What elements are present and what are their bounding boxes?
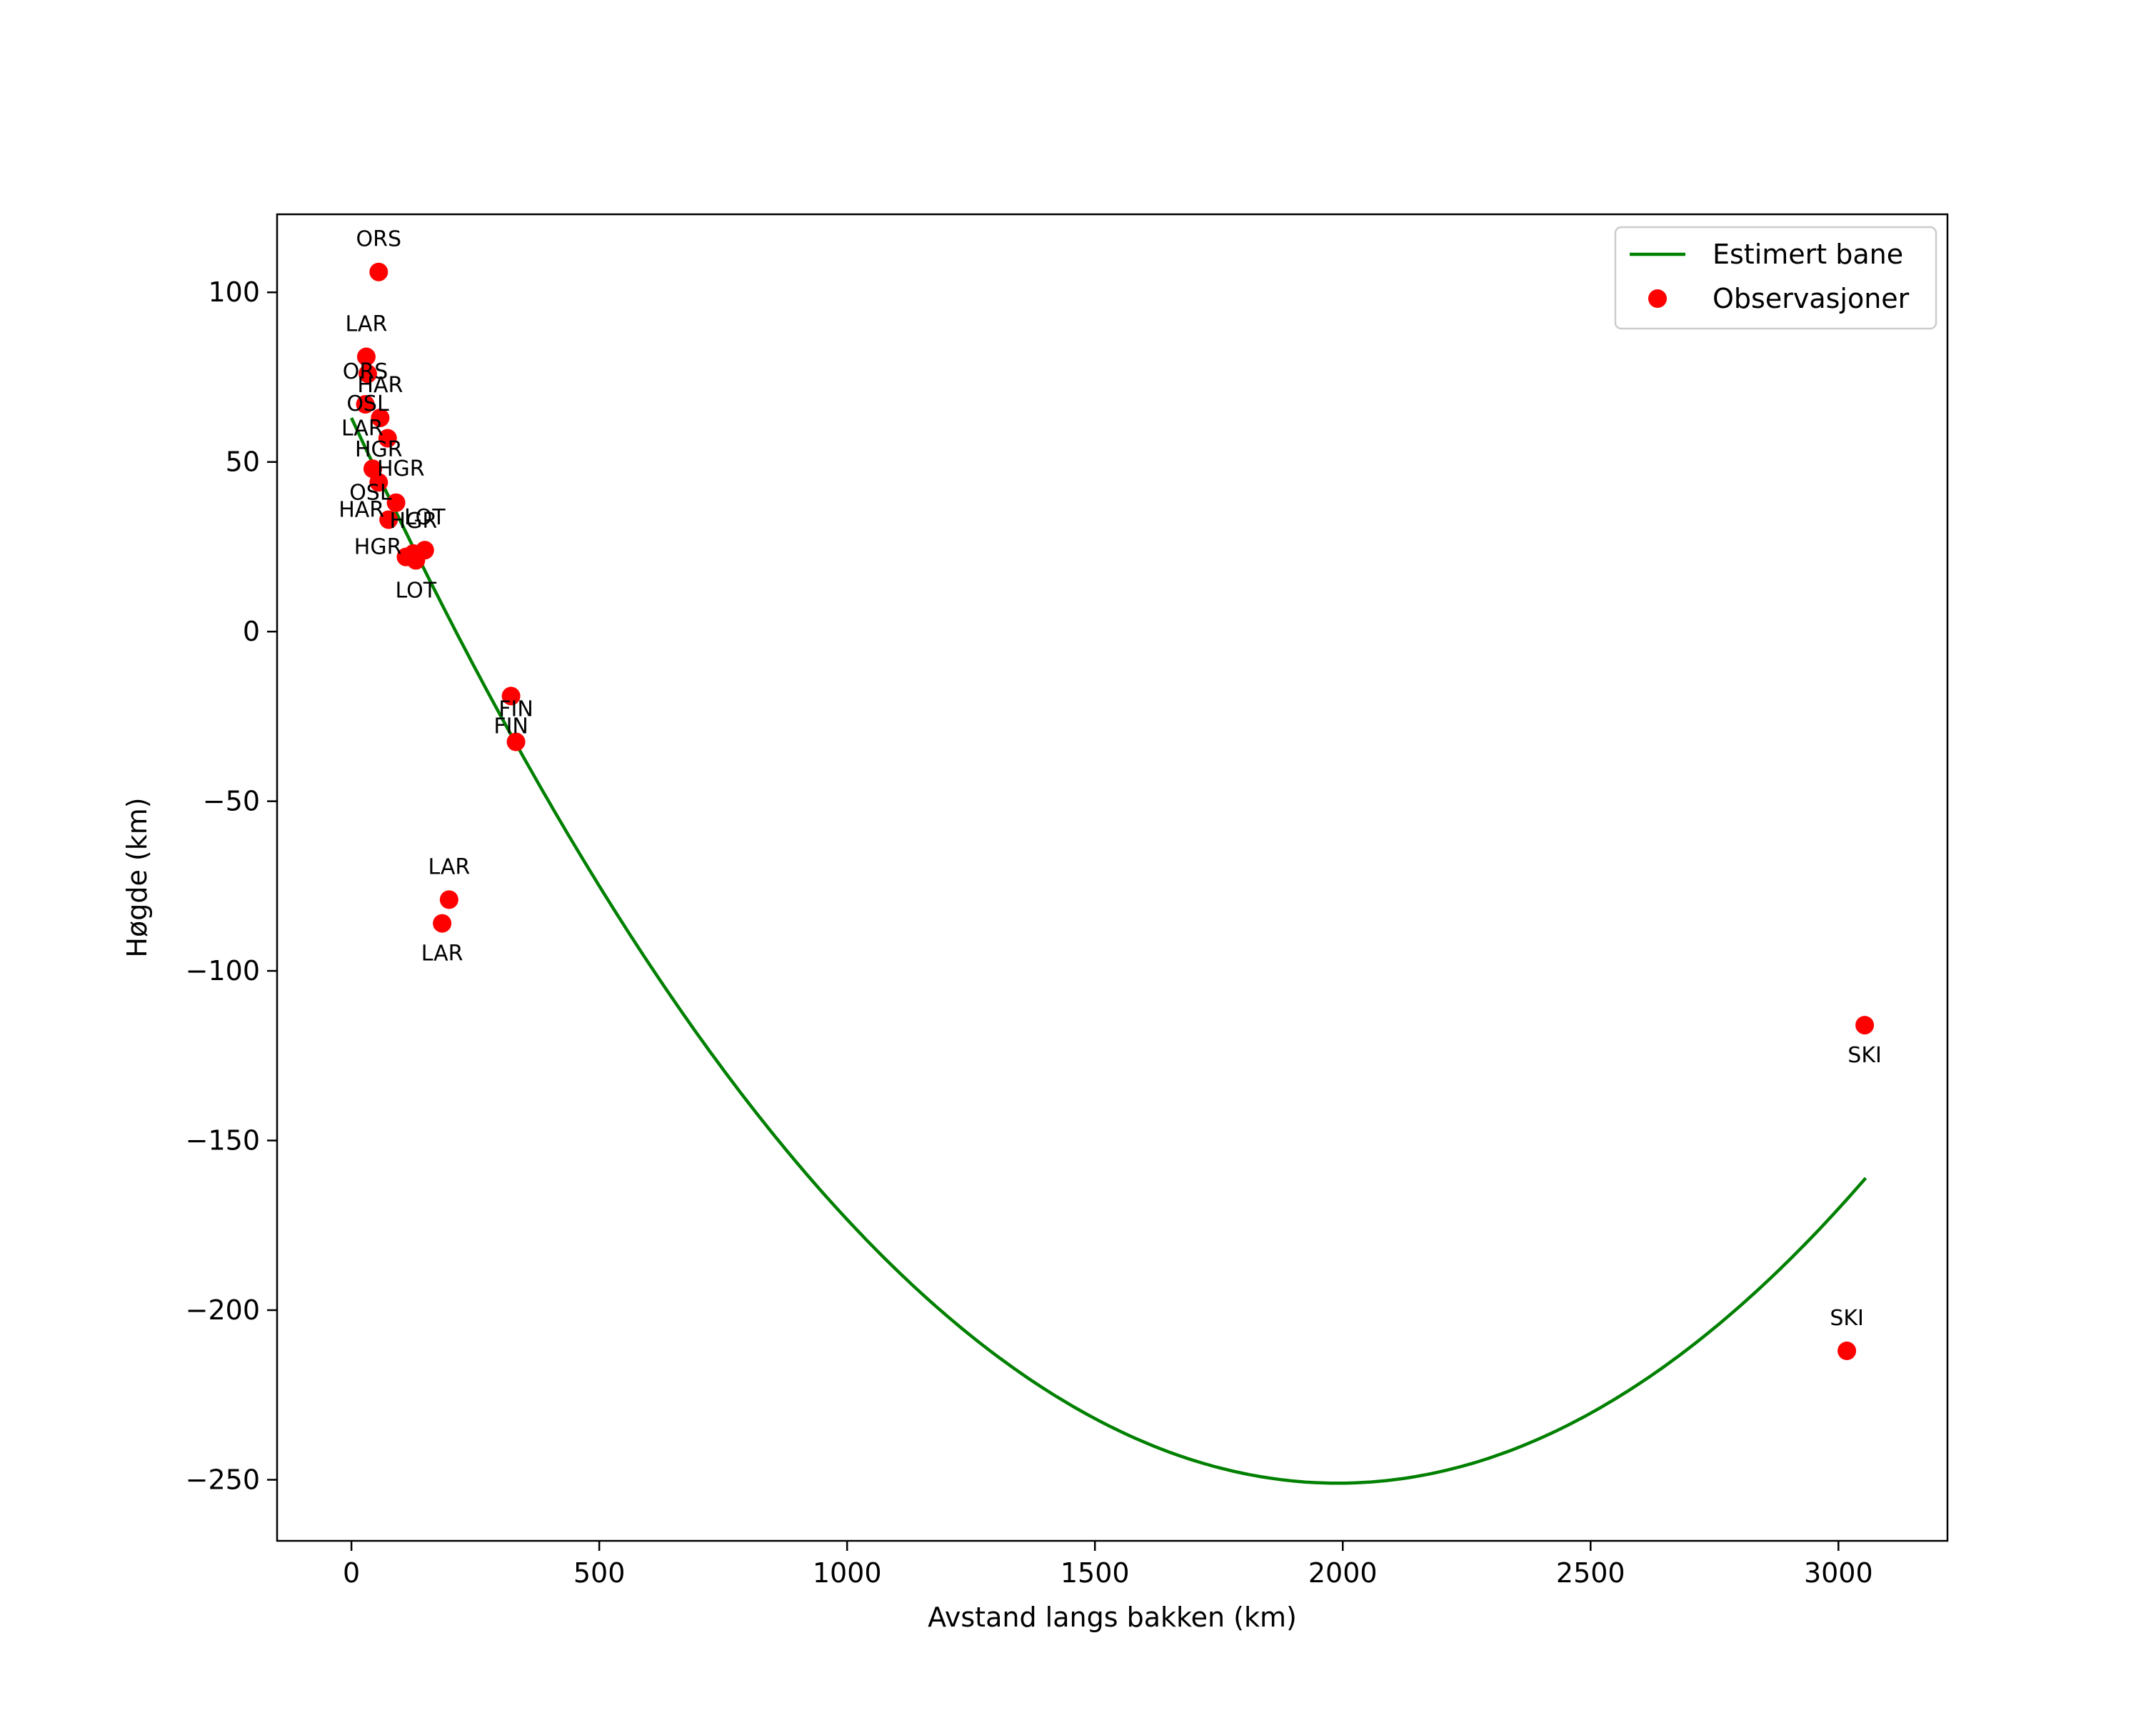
observation-point	[1855, 1016, 1875, 1035]
observation-point	[359, 364, 378, 384]
observation-label: ORS	[356, 227, 402, 252]
y-tick-label: −150	[186, 1125, 260, 1157]
observation-point	[406, 551, 426, 570]
y-tick-label: −50	[203, 786, 260, 817]
legend-box	[1614, 226, 1937, 330]
observation-label: FIN	[498, 697, 533, 722]
y-tick-label: 0	[243, 616, 260, 647]
observation-label: LAR	[421, 942, 463, 967]
legend-entry-label: Estimert bane	[1713, 239, 1903, 270]
x-tick-label: 500	[573, 1557, 626, 1589]
y-tick-label: −250	[186, 1464, 260, 1496]
observation-point	[506, 732, 526, 751]
y-tick-label: 100	[208, 276, 260, 308]
observation-label: HAR	[339, 497, 384, 522]
observation-label: HGR	[390, 509, 438, 534]
observation-point	[1837, 1342, 1857, 1361]
axes: 0 500 1000 1500 2000 2500 3000100500−50−100−15…	[186, 213, 1949, 1589]
observation-label: LAR	[428, 854, 470, 879]
observation-label: OSL	[346, 391, 389, 416]
observation-label: HGR	[355, 437, 403, 462]
legend: Estimert bane Observasjoner	[1614, 226, 1937, 330]
observation-point	[356, 347, 376, 366]
estimated-trajectory-line	[350, 417, 1867, 1485]
observation-label: LAR	[346, 311, 388, 336]
observation-label: HGR	[377, 456, 425, 481]
observation-point	[369, 262, 388, 281]
observation-point	[433, 914, 452, 933]
legend-entry-label: Observasjoner	[1713, 283, 1910, 314]
legend-marker-swatch	[1648, 289, 1667, 308]
observation-label: SKI	[1847, 1043, 1882, 1068]
observation-label: OSL	[349, 481, 392, 506]
observation-point	[378, 429, 397, 448]
observation-point	[356, 394, 375, 414]
axes-frame	[276, 213, 1949, 1542]
y-tick-label: 50	[226, 446, 260, 478]
x-tick-label: 2500	[1556, 1557, 1625, 1589]
observation-label: FIN	[493, 714, 528, 739]
observation-label: HGR	[354, 535, 402, 560]
observation-label: LOT	[404, 505, 446, 530]
observation-point	[369, 473, 388, 492]
observation-point	[501, 686, 521, 706]
x-tick-label: 0	[343, 1557, 360, 1589]
observation-label: LOT	[396, 578, 437, 603]
observation-label: LAR	[341, 416, 383, 441]
observation-point	[439, 890, 458, 909]
observation-point	[379, 510, 398, 529]
x-tick-label: 1000	[813, 1557, 882, 1589]
y-tick-label: −100	[186, 955, 260, 987]
observation-label: SKI	[1830, 1306, 1864, 1331]
x-tick-label: 3000	[1804, 1557, 1873, 1589]
observation-point	[386, 493, 406, 512]
x-tick-label: 2000	[1308, 1557, 1378, 1589]
y-tick-label: −200	[186, 1294, 260, 1326]
observation-label: ORS	[343, 359, 388, 384]
x-axis-label: Avstand langs bakken (km)	[928, 1602, 1297, 1633]
x-tick-label: 1500	[1061, 1557, 1130, 1589]
observation-label: HAR	[357, 373, 403, 398]
observation-point	[371, 408, 390, 427]
plot-area	[350, 262, 1875, 1485]
y-axis-label: Høgde (km)	[121, 797, 153, 957]
